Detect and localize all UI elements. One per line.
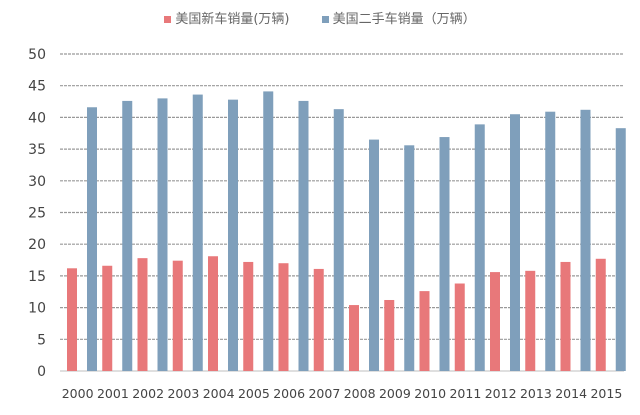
y-tick-label: 35 xyxy=(28,142,46,158)
bar-used-car-2011 xyxy=(474,124,485,372)
y-tick-label: 40 xyxy=(28,110,46,126)
bar-new-car-2012 xyxy=(490,272,500,371)
x-tick-label: 2008 xyxy=(344,386,376,401)
x-tick-label: 2003 xyxy=(167,386,199,401)
x-tick-label: 2007 xyxy=(308,386,340,401)
bar-new-car-2008 xyxy=(349,305,359,371)
x-tick-label: 2006 xyxy=(273,386,305,401)
bar-used-car-2001 xyxy=(122,100,133,371)
legend-swatch-new-car xyxy=(164,16,172,23)
legend: 美国新车销量(万辆) 美国二手车销量（万辆） xyxy=(0,8,640,27)
bar-new-car-2014 xyxy=(560,261,571,371)
bar-new-car-2005 xyxy=(243,261,254,371)
y-tick-label: 45 xyxy=(28,79,46,95)
y-tick-label: 25 xyxy=(28,206,46,222)
bar-used-car-2013 xyxy=(545,111,556,371)
legend-item-used-car: 美国二手车销量（万辆） xyxy=(321,8,476,27)
y-tick-label: 15 xyxy=(28,269,46,285)
bar-used-car-2005 xyxy=(263,91,274,371)
x-tick-label: 2010 xyxy=(414,386,446,401)
bar-new-car-2000 xyxy=(67,268,77,371)
x-tick-label: 2014 xyxy=(555,386,587,401)
bar-new-car-2009 xyxy=(384,299,395,371)
y-tick-label: 20 xyxy=(28,237,46,253)
y-tick-label: 50 xyxy=(28,47,46,63)
y-tick-label: 0 xyxy=(37,364,46,380)
x-tick-label: 2015 xyxy=(590,386,622,401)
bar-used-car-2014 xyxy=(580,109,591,372)
bar-new-car-2010 xyxy=(419,291,430,371)
bar-new-car-2006 xyxy=(278,263,289,371)
x-tick-label: 2004 xyxy=(203,386,235,401)
bar-new-car-2004 xyxy=(208,256,218,371)
bar-used-car-2000 xyxy=(87,107,97,372)
bar-new-car-2003 xyxy=(172,260,183,371)
bar-used-car-2003 xyxy=(192,94,203,372)
bar-used-car-2012 xyxy=(510,114,520,371)
legend-label-used-car: 美国二手车销量（万辆） xyxy=(332,12,476,27)
x-tick-label: 2013 xyxy=(520,386,552,401)
legend-label-new-car: 美国新车销量(万辆) xyxy=(175,12,290,27)
x-tick-label: 2011 xyxy=(449,386,481,401)
bar-new-car-2013 xyxy=(525,270,536,371)
x-tick-label: 2012 xyxy=(485,386,517,401)
x-tick-label: 2002 xyxy=(132,386,164,401)
y-tick-label: 5 xyxy=(37,332,46,348)
y-tick-label: 30 xyxy=(28,174,46,190)
x-tick-label: 2009 xyxy=(379,386,411,401)
x-tick-label: 2000 xyxy=(62,386,94,401)
legend-swatch-used-car xyxy=(321,16,329,23)
bar-used-car-2008 xyxy=(369,139,379,371)
y-tick-label: 10 xyxy=(28,301,46,317)
bar-used-car-2006 xyxy=(298,100,309,371)
bar-used-car-2015 xyxy=(615,128,626,371)
x-tick-label: 2005 xyxy=(238,386,270,401)
bar-used-car-2009 xyxy=(404,145,415,371)
bar-new-car-2002 xyxy=(137,258,148,371)
bar-used-car-2007 xyxy=(333,109,344,372)
bar-new-car-2007 xyxy=(313,268,324,371)
bar-used-car-2010 xyxy=(439,137,450,371)
bar-new-car-2011 xyxy=(454,283,465,371)
bar-new-car-2001 xyxy=(102,265,113,371)
bar-new-car-2015 xyxy=(595,258,606,371)
bar-used-car-2002 xyxy=(157,98,168,371)
legend-item-new-car: 美国新车销量(万辆) xyxy=(164,8,290,27)
x-tick-label: 2001 xyxy=(97,386,129,401)
bar-used-car-2004 xyxy=(228,99,238,371)
